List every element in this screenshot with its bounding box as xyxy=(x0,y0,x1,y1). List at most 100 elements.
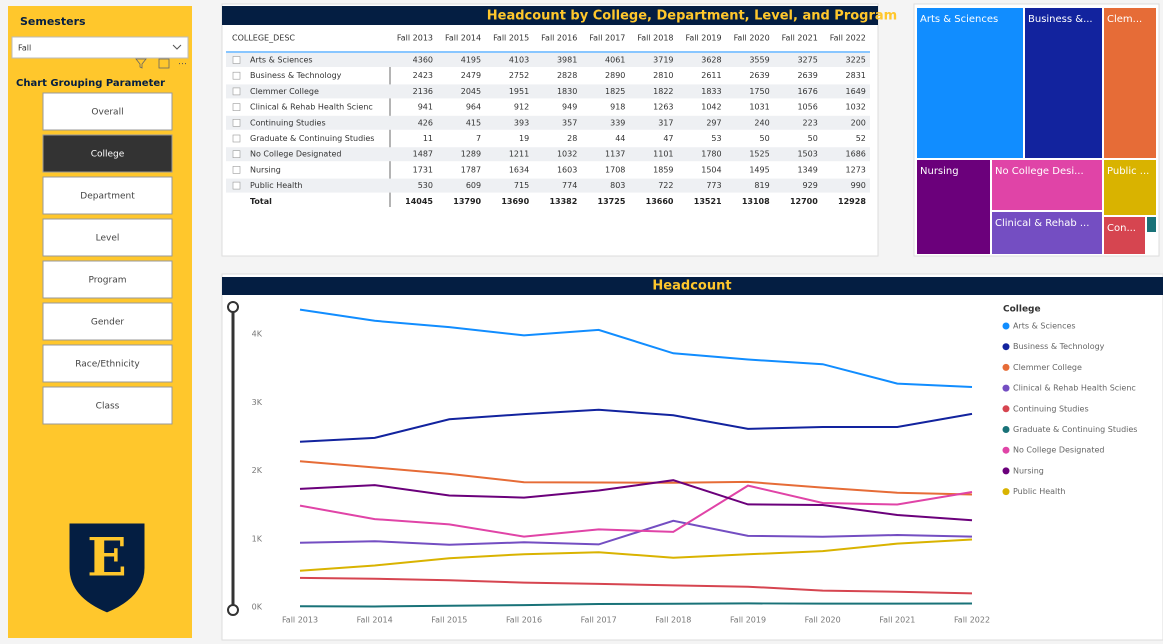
group-button[interactable] xyxy=(42,134,173,173)
total-cell: 13790 xyxy=(453,197,481,206)
legend-label[interactable]: Arts & Sciences xyxy=(1013,322,1076,331)
legend-label[interactable]: Continuing Studies xyxy=(1013,404,1089,413)
x-tick-label: Fall 2018 xyxy=(655,616,691,625)
table-header-bar xyxy=(222,6,878,25)
row-label: Graduate & Continuing Studies xyxy=(250,134,374,143)
group-button[interactable] xyxy=(42,386,173,425)
cell: 2639 xyxy=(797,71,817,80)
group-button[interactable] xyxy=(42,302,173,341)
legend-label[interactable]: Clemmer College xyxy=(1013,363,1082,372)
legend-label[interactable]: No College Designated xyxy=(1013,446,1104,455)
expand-icon[interactable] xyxy=(232,166,241,174)
cell: 4061 xyxy=(605,56,625,65)
group-button-label: Overall xyxy=(91,108,123,118)
cell: 1825 xyxy=(605,87,625,96)
series-line xyxy=(299,308,973,388)
column-header: Fall 2018 xyxy=(637,34,673,43)
expand-icon[interactable] xyxy=(232,150,241,158)
treemap-label: Arts & Sciences xyxy=(920,14,998,25)
semester-dropdown[interactable] xyxy=(11,36,189,59)
treemap-tile[interactable] xyxy=(1025,8,1102,158)
cell: 200 xyxy=(851,118,866,127)
expand-icon[interactable] xyxy=(232,71,241,80)
column-header: Fall 2013 xyxy=(397,34,433,43)
group-button[interactable] xyxy=(42,218,173,257)
x-tick-label: Fall 2013 xyxy=(282,616,318,625)
slider-handle[interactable] xyxy=(227,604,239,616)
y-tick-label: 4K xyxy=(252,330,263,339)
cell: 1780 xyxy=(701,150,721,159)
cell: 964 xyxy=(466,103,481,112)
cell: 530 xyxy=(418,181,433,190)
cell: 1032 xyxy=(557,150,577,159)
y-tick-label: 0K xyxy=(252,603,263,612)
x-tick-label: Fall 2021 xyxy=(879,616,915,625)
cell: 297 xyxy=(706,118,721,127)
treemap-tile[interactable] xyxy=(992,160,1102,210)
x-tick-label: Fall 2022 xyxy=(954,616,990,625)
legend-label[interactable]: Graduate & Continuing Studies xyxy=(1013,425,1137,434)
row-band xyxy=(226,115,870,130)
cell: 415 xyxy=(466,118,481,127)
total-cell: 13660 xyxy=(646,197,674,206)
legend-swatch[interactable] xyxy=(1002,467,1010,475)
legend-swatch[interactable] xyxy=(1002,488,1010,496)
treemap-tile[interactable] xyxy=(917,8,1023,158)
treemap-tile[interactable] xyxy=(1104,217,1145,254)
series-line xyxy=(299,538,973,572)
cell: 50 xyxy=(808,134,818,143)
cell: 2045 xyxy=(461,87,481,96)
legend-label[interactable]: Clinical & Rehab Health Scienc xyxy=(1013,384,1136,393)
series-line xyxy=(299,408,973,443)
legend-swatch[interactable] xyxy=(1002,446,1010,454)
treemap-tile[interactable] xyxy=(1147,217,1156,232)
column-header: Fall 2014 xyxy=(445,34,481,43)
cell: 1137 xyxy=(605,150,625,159)
legend-swatch[interactable] xyxy=(1002,343,1010,351)
group-button[interactable] xyxy=(42,92,173,131)
expand-icon[interactable] xyxy=(232,181,241,190)
expand-icon[interactable] xyxy=(232,119,241,127)
cell: 1830 xyxy=(557,87,577,96)
row-label: Public Health xyxy=(250,181,303,190)
treemap-tile[interactable] xyxy=(917,160,990,254)
more-options[interactable]: ⋯ xyxy=(178,60,187,70)
group-button[interactable] xyxy=(42,176,173,215)
treemap-tile[interactable] xyxy=(992,212,1102,254)
legend-swatch[interactable] xyxy=(1002,426,1010,433)
treemap-label: Con... xyxy=(1107,223,1136,234)
cell: 774 xyxy=(562,181,577,190)
group-button[interactable] xyxy=(42,344,173,383)
legend-label[interactable]: Nursing xyxy=(1013,466,1044,475)
legend-label[interactable]: Business & Technology xyxy=(1013,342,1105,351)
cell: 393 xyxy=(514,118,529,127)
legend-swatch[interactable] xyxy=(1002,405,1010,413)
expand-icon[interactable] xyxy=(232,103,241,111)
group-button[interactable] xyxy=(42,260,173,299)
treemap-label: Public ... xyxy=(1107,166,1149,177)
x-tick-label: Fall 2015 xyxy=(431,616,467,625)
cell: 223 xyxy=(803,118,818,127)
treemap-tile[interactable] xyxy=(1104,160,1156,215)
legend-label[interactable]: Public Health xyxy=(1013,487,1066,496)
cell: 1750 xyxy=(749,87,769,96)
cell: 941 xyxy=(418,103,433,112)
cell: 1676 xyxy=(797,87,817,96)
legend-swatch[interactable] xyxy=(1002,384,1010,392)
expand-icon[interactable] xyxy=(232,56,241,64)
row-label: Clinical & Rehab Health Scienc xyxy=(250,103,373,112)
slider-handle[interactable] xyxy=(227,301,239,313)
focus-icon[interactable] xyxy=(158,58,170,69)
cell: 2136 xyxy=(413,87,433,96)
expand-icon[interactable] xyxy=(232,87,241,96)
cell: 4360 xyxy=(413,56,433,65)
filter-icon[interactable] xyxy=(135,58,147,69)
legend-swatch[interactable] xyxy=(1002,363,1010,371)
legend-swatch[interactable] xyxy=(1002,322,1010,330)
cell: 357 xyxy=(562,118,577,127)
row-band xyxy=(226,53,870,67)
row-label: Business & Technology xyxy=(250,71,342,80)
treemap-tile[interactable] xyxy=(1104,8,1156,158)
expand-icon[interactable] xyxy=(232,134,241,143)
group-button-label: Race/Ethnicity xyxy=(75,360,140,370)
